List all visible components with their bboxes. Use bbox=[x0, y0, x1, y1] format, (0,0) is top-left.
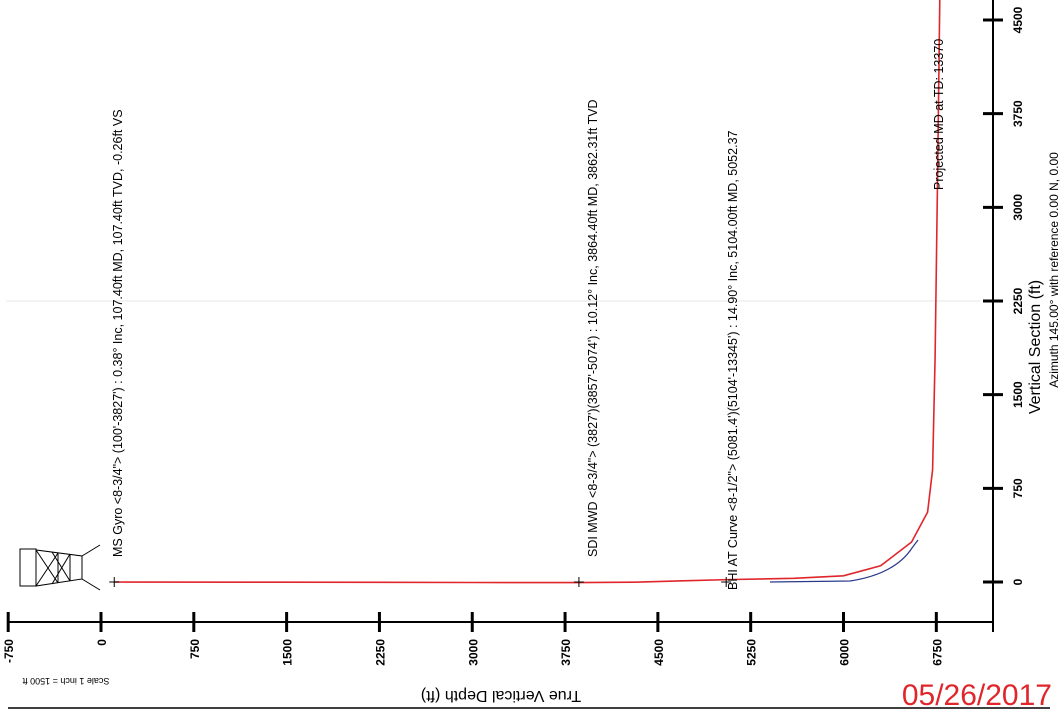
annotation-sdi-mwd: SDI MWD <8-3/4"> (3827')(3857'-5074') : … bbox=[586, 99, 600, 557]
tvd-tick-label: 1500 bbox=[281, 639, 295, 666]
vs-tick-label: 3000 bbox=[1011, 194, 1025, 221]
wellbore-trajectory-curve bbox=[114, 0, 941, 584]
vs-tick-label: 3750 bbox=[1011, 100, 1025, 127]
vs-tick-label: 4500 bbox=[1011, 6, 1025, 33]
tvd-tick-label: 4500 bbox=[652, 639, 666, 666]
tvd-tick-label: 2250 bbox=[373, 639, 387, 666]
tvd-tick-label: 6000 bbox=[838, 639, 852, 666]
derrick-icon bbox=[19, 544, 101, 591]
tvd-tick-label: 3000 bbox=[466, 639, 480, 666]
tvd-tick-label: 3750 bbox=[559, 639, 573, 666]
tvd-axis-title: True Vertical Depth (ft) bbox=[421, 687, 581, 704]
annotation-projected-td: Projected MD at TD: 13370 bbox=[932, 39, 946, 190]
tvd-tick-label: 0 bbox=[95, 639, 109, 646]
vs-axis-subtitle: Azimuth 145.00° with reference 0.00 N, 0… bbox=[1047, 152, 1061, 388]
date-stamp: 05/26/2017 bbox=[902, 679, 1052, 712]
vs-tick-label: 0 bbox=[1011, 578, 1025, 585]
tvd-tick-label: 6750 bbox=[930, 639, 944, 666]
scale-note: Scale 1 inch = 1500 ft bbox=[22, 676, 109, 686]
tvd-tick-label: -750 bbox=[2, 639, 16, 663]
annotation-ms-gyro: MS Gyro <8-3/4"> (100'-3827') : 0.38° In… bbox=[111, 109, 125, 557]
tvd-tick-label: 750 bbox=[188, 639, 202, 659]
secondary-survey-curve bbox=[769, 539, 919, 583]
vs-ticks: 0 750 1500 2250 3000 3750 4500 bbox=[983, 6, 1025, 585]
tvd-tick-label: 5250 bbox=[745, 639, 759, 666]
vs-tick-label: 750 bbox=[1011, 478, 1025, 498]
survey-markers bbox=[109, 577, 732, 587]
tvd-ticks: -750 0 750 1500 2250 3000 3750 4500 5250 6000 6750 bbox=[2, 612, 944, 666]
vs-tick-label: 1500 bbox=[1011, 381, 1025, 408]
annotation-bhi-curve: BHI AT Curve <8-1/2"> (5081.4')(5104'-13… bbox=[726, 130, 740, 590]
vs-axis-title: Vertical Section (ft) bbox=[1027, 280, 1044, 414]
vs-tick-label: 2250 bbox=[1011, 287, 1025, 314]
